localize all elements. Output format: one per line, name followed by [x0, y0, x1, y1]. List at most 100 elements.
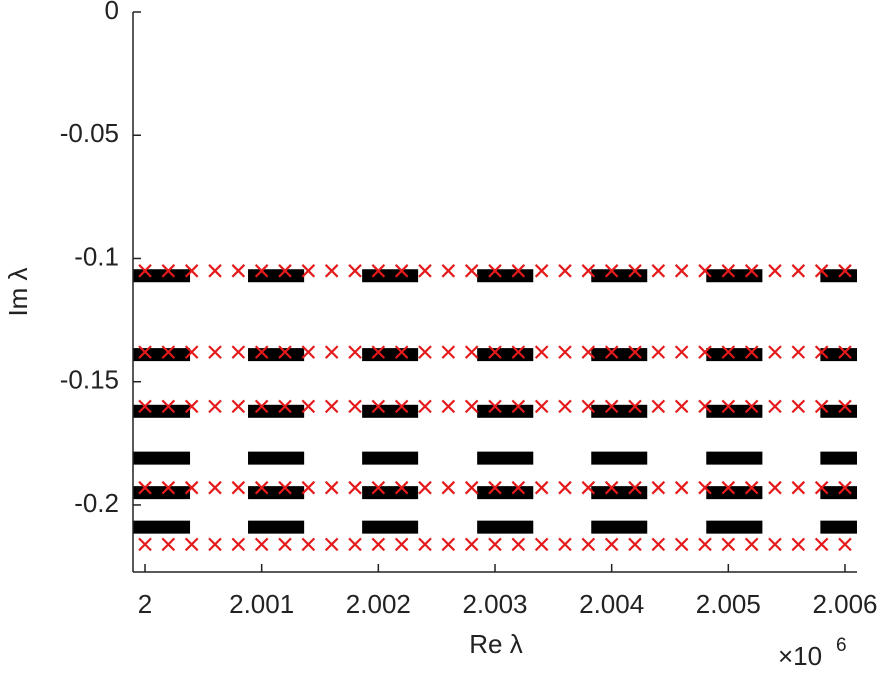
cross-marker	[768, 264, 782, 278]
cross-marker	[254, 399, 269, 414]
cross-marker	[161, 480, 176, 495]
cross-marker	[488, 345, 502, 359]
segment	[477, 269, 534, 283]
cross-marker	[604, 399, 619, 414]
cross-marker	[324, 345, 339, 359]
cross-marker	[558, 537, 572, 552]
cross-marker	[208, 399, 222, 414]
segment	[591, 451, 648, 465]
cross-marker	[161, 399, 176, 414]
x-multiplier: ×10	[778, 641, 822, 671]
cross-marker	[301, 399, 316, 414]
cross-marker	[604, 345, 619, 359]
cross-marker	[814, 399, 829, 414]
cross-marker	[161, 537, 176, 552]
cross-marker	[698, 537, 712, 552]
segment	[362, 451, 419, 465]
segment	[706, 451, 763, 465]
cross-marker	[558, 399, 572, 414]
cross-marker	[138, 537, 152, 552]
cross-marker	[581, 480, 596, 495]
cross-marker	[488, 480, 502, 495]
segment	[477, 404, 534, 418]
cross-marker	[838, 399, 852, 414]
cross-marker	[394, 480, 409, 495]
cross-marker	[441, 480, 456, 495]
cross-marker	[744, 399, 759, 414]
cross-marker	[488, 399, 502, 414]
cross-marker	[371, 537, 386, 552]
cross-marker	[301, 345, 316, 359]
cross-marker	[511, 345, 526, 359]
cross-marker	[721, 345, 736, 359]
cross-marker	[651, 399, 666, 414]
segment	[362, 486, 419, 500]
cross-marker	[768, 537, 782, 552]
cross-marker	[814, 480, 829, 495]
cross-marker	[184, 537, 199, 552]
cross-marker	[184, 345, 199, 359]
cross-marker	[791, 480, 806, 495]
cross-marker	[418, 537, 432, 552]
cross-marker	[768, 345, 782, 359]
y-tick-label: -0.15	[60, 365, 119, 395]
cross-marker	[674, 264, 689, 278]
cross-marker	[464, 537, 479, 552]
cross-marker	[721, 480, 736, 495]
cross-marker	[604, 480, 619, 495]
cross-marker	[371, 264, 386, 278]
cross-marker	[208, 537, 222, 552]
x-tick-label: 2	[138, 589, 152, 619]
segment	[477, 486, 534, 500]
cross-marker	[581, 264, 596, 278]
cross-marker	[628, 345, 642, 359]
segment	[133, 520, 191, 534]
x-tick-label: 2.002	[346, 589, 411, 619]
cross-marker	[208, 480, 222, 495]
y-tick-label: -0.05	[60, 118, 119, 148]
cross-marker	[838, 537, 852, 552]
segment	[362, 404, 419, 418]
cross-marker	[814, 537, 829, 552]
cross-marker	[534, 399, 549, 414]
x-tick-label: 2.003	[462, 589, 527, 619]
cross-marker	[581, 345, 596, 359]
cross-marker	[628, 264, 642, 278]
segment	[477, 451, 534, 465]
x-tick-label: 2.004	[579, 589, 644, 619]
cross-marker	[254, 345, 269, 359]
segment	[706, 348, 763, 362]
cross-marker	[628, 399, 642, 414]
cross-marker	[558, 345, 572, 359]
cross-marker	[324, 537, 339, 552]
cross-marker	[418, 399, 432, 414]
cross-marker	[744, 264, 759, 278]
cross-marker	[511, 264, 526, 278]
x-tick-label: 2.006	[812, 589, 877, 619]
cross-marker	[324, 399, 339, 414]
cross-marker	[814, 264, 829, 278]
cross-marker	[464, 480, 479, 495]
cross-marker	[581, 399, 596, 414]
cross-marker	[791, 264, 806, 278]
cross-marker	[511, 537, 526, 552]
cross-marker	[674, 399, 689, 414]
cross-marker	[184, 480, 199, 495]
segment	[706, 520, 763, 534]
y-tick-label: -0.2	[74, 488, 119, 518]
cross-marker	[278, 345, 292, 359]
cross-marker	[674, 345, 689, 359]
cross-marker	[231, 264, 246, 278]
cross-marker	[698, 480, 712, 495]
segment	[591, 520, 648, 534]
segment	[248, 348, 305, 362]
cross-marker	[138, 399, 152, 414]
cross-marker	[254, 480, 269, 495]
cross-marker	[464, 264, 479, 278]
cross-marker	[324, 264, 339, 278]
segment	[133, 451, 191, 465]
cross-marker	[534, 345, 549, 359]
cross-marker	[488, 537, 502, 552]
cross-marker	[651, 345, 666, 359]
